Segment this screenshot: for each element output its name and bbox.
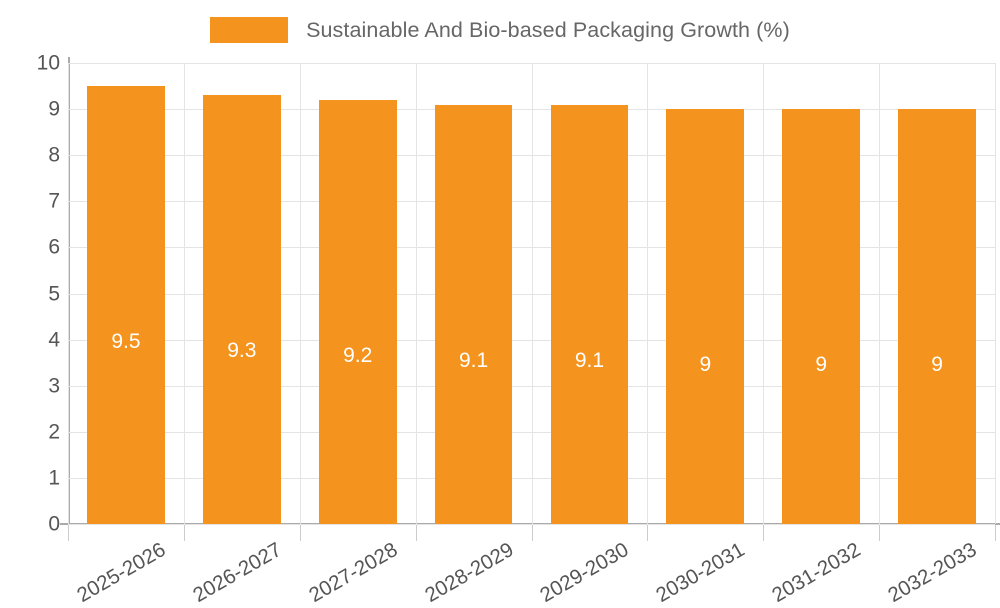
bar[interactable]: 9 — [666, 109, 745, 524]
bar[interactable]: 9.2 — [318, 99, 397, 524]
bar-value-label: 9 — [699, 353, 712, 377]
y-axis-line — [68, 57, 70, 525]
gridline-horizontal — [68, 155, 995, 157]
y-axis-tick-label: 3 — [48, 374, 60, 398]
gridline-horizontal — [68, 63, 995, 64]
x-axis-tick-label: 2027-2028 — [304, 538, 402, 607]
x-axis-tick-label: 2028-2029 — [420, 538, 518, 607]
gridline-horizontal — [68, 293, 995, 295]
x-axis-tick-label: 2030-2031 — [652, 538, 749, 607]
x-axis-tick-mark — [879, 525, 880, 541]
bar-value-label: 9 — [931, 353, 943, 377]
gridline-horizontal — [68, 247, 995, 249]
bar-value-label: 9.3 — [227, 339, 257, 363]
gridline-horizontal — [68, 385, 995, 387]
y-axis-tick-label: 5 — [48, 282, 60, 305]
bar[interactable]: 9 — [898, 109, 976, 524]
y-axis-tick-labels: 0 1 2 3 4 5 6 7 8 9 10 — [0, 53, 60, 535]
x-axis-tick-mark — [647, 525, 648, 541]
x-axis-tick-mark — [763, 525, 764, 541]
y-axis-tick-label: 4 — [48, 328, 60, 352]
bar-value-label: 9.1 — [574, 348, 605, 372]
color-swatch-icon — [210, 17, 289, 43]
bar-value-label: 9 — [815, 353, 828, 377]
x-axis-tick-label: 2025-2026 — [73, 538, 170, 607]
gridline-horizontal — [68, 431, 995, 433]
x-axis-tick-label: 2032-2033 — [884, 538, 981, 607]
bar[interactable]: 9.3 — [202, 95, 281, 524]
y-axis-tick-label: 9 — [48, 97, 60, 121]
gridline-vertical — [300, 63, 301, 524]
legend-label: Sustainable And Bio-based Packaging Grow… — [306, 17, 790, 42]
bar[interactable]: 9 — [782, 109, 861, 524]
y-axis-tick-label: 0 — [48, 512, 60, 536]
chart-legend: Sustainable And Bio-based Packaging Grow… — [0, 12, 1000, 48]
bar[interactable]: 9.5 — [87, 86, 165, 524]
y-axis-tick-label: 10 — [36, 51, 60, 75]
y-axis-tick-label: 8 — [48, 143, 60, 167]
gridline-vertical — [995, 63, 996, 524]
y-axis-tick-label: 1 — [48, 466, 60, 490]
gridline-vertical — [532, 63, 533, 524]
x-axis-tick-label: 2029-2030 — [536, 538, 633, 607]
gridline-vertical — [68, 63, 69, 524]
x-axis-tick-mark — [68, 525, 69, 541]
gridline-horizontal — [68, 201, 995, 203]
bar-value-label: 9.1 — [458, 348, 489, 372]
y-axis-tick-label: 7 — [48, 189, 60, 213]
legend-item[interactable]: Sustainable And Bio-based Packaging Grow… — [210, 17, 790, 43]
bar[interactable]: 9.1 — [434, 104, 513, 524]
bar[interactable]: 9.1 — [550, 104, 629, 524]
y-axis-tick-label: 2 — [48, 420, 60, 444]
gridline-vertical — [763, 63, 764, 524]
gridline-horizontal — [68, 477, 995, 479]
gridline-vertical — [647, 63, 648, 524]
plot-area: 9.5 9.3 9.2 9.1 9.1 9 9 9 — [68, 63, 996, 525]
gridline-horizontal — [68, 524, 995, 525]
x-axis-tick-mark — [300, 525, 301, 541]
gridline-horizontal — [68, 109, 995, 111]
x-axis-tick-mark — [532, 525, 533, 541]
x-axis-tick-mark — [416, 525, 417, 541]
gridline-horizontal — [68, 339, 995, 341]
bar-value-label: 9.5 — [111, 330, 141, 354]
gridline-vertical — [416, 63, 417, 524]
gridline-vertical — [879, 63, 880, 524]
bar-series: 9.5 9.3 9.2 9.1 9.1 9 9 9 — [68, 63, 995, 524]
x-axis-tick-mark — [995, 525, 996, 541]
gridline-vertical — [184, 63, 185, 524]
x-axis-tick-mark — [184, 525, 185, 541]
bar-value-label: 9.2 — [343, 343, 373, 367]
x-axis-tick-label: 2026-2027 — [188, 538, 286, 607]
x-axis-tick-label: 2031-2032 — [768, 538, 865, 607]
y-axis-tick-label: 6 — [48, 235, 60, 259]
